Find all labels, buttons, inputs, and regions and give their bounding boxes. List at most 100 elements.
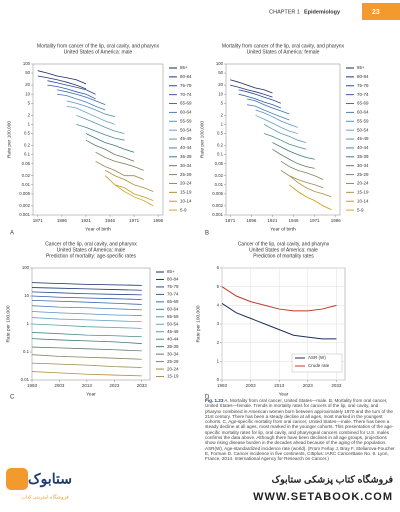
series-line — [66, 105, 115, 125]
y-tick-label: 0.1 — [24, 152, 31, 157]
legend-label: 30-34 — [357, 163, 369, 168]
x-tick-label: 1996 — [331, 218, 342, 223]
series-line — [263, 124, 307, 143]
legend-label: 60-64 — [357, 110, 369, 115]
chart-title: United States of America: female — [247, 49, 320, 55]
series-line — [297, 191, 332, 211]
legend-label: 85+ — [180, 65, 188, 70]
series-line — [289, 175, 332, 198]
x-tick-label: 1896 — [57, 218, 68, 223]
chart-title: Cancer of the lip, oral cavity, and phar… — [45, 241, 137, 247]
logo: ستابوک — [28, 471, 72, 488]
series-line — [280, 160, 324, 180]
series-line — [230, 79, 273, 94]
y-tick-label: 0.05 — [22, 161, 31, 166]
chart-title: Cancer of the lip, oral cavity, and phar… — [238, 241, 330, 247]
series-line — [272, 148, 315, 169]
y-tick-label: 0.1 — [217, 152, 224, 157]
x-tick-label: 1871 — [225, 218, 236, 223]
chart-title: Mortality from cancer of the lip, oral c… — [37, 43, 160, 49]
legend-label: 15-19 — [357, 190, 369, 195]
legend-label: 5-9 — [180, 207, 187, 212]
y-tick-label: 100 — [216, 61, 224, 66]
series-line — [247, 104, 290, 121]
series-line — [31, 317, 142, 323]
legend-label: 75-79 — [167, 284, 179, 289]
y-tick-label: 5 — [217, 284, 220, 289]
series-line — [31, 362, 142, 368]
y-tick-label: 1 — [217, 358, 220, 363]
y-tick-label: 0.01 — [21, 377, 30, 382]
legend-label: 10-14 — [180, 198, 192, 203]
legend-label: 20-24 — [167, 366, 179, 371]
legend-label: 50-54 — [357, 127, 369, 132]
plot-frame — [32, 63, 164, 216]
y-tick-label: 2 — [221, 112, 224, 117]
panel-label: C — [10, 395, 15, 401]
legend-label: 15-19 — [180, 190, 192, 195]
series-line — [221, 286, 337, 312]
y-tick-label: 50 — [218, 70, 223, 75]
series-line — [247, 98, 290, 115]
legend-label: 65-69 — [357, 101, 369, 106]
y-tick-label: 1 — [221, 122, 224, 127]
y-tick-label: 1 — [28, 122, 31, 127]
page-number: 23 — [372, 9, 380, 16]
y-tick-label: 5 — [28, 100, 31, 105]
series-line — [31, 299, 142, 305]
y-tick-label: 0.01 — [22, 182, 31, 187]
legend-label: Crude rate — [308, 363, 330, 368]
y-tick-label: 50 — [25, 70, 30, 75]
series-line — [47, 80, 96, 95]
series-line — [280, 170, 324, 189]
x-tick-label: 1971 — [129, 218, 140, 223]
plot-frame — [225, 63, 341, 216]
series-line — [31, 346, 142, 352]
panel-label: D — [205, 395, 210, 401]
y-tick-label: 0.001 — [212, 212, 223, 217]
y-tick-label: 0.5 — [24, 131, 31, 136]
legend-label: 55-59 — [357, 118, 369, 123]
series-line — [31, 332, 142, 338]
chart-title: Prediction of mortality rates — [253, 253, 314, 259]
legend-label: 5-9 — [357, 207, 364, 212]
y-tick-label: 100 — [23, 61, 31, 66]
series-line — [31, 282, 142, 286]
x-tick-label: 2033 — [137, 383, 148, 388]
y-axis-label: Rate per 100,000 — [195, 305, 201, 342]
series-line — [31, 287, 142, 291]
legend-label: 25-29 — [357, 172, 369, 177]
legend-label: 75-79 — [180, 83, 192, 88]
series-line — [76, 114, 125, 134]
legend-label: 65-69 — [167, 299, 179, 304]
legend-label: 70-74 — [180, 92, 192, 97]
series-line — [230, 84, 273, 98]
legend-label: 55-59 — [167, 314, 179, 319]
x-tick-label: 2023 — [109, 383, 120, 388]
legend-label: 35-39 — [357, 154, 369, 159]
legend-label: ASR (W) — [308, 355, 326, 360]
series-line — [66, 100, 115, 118]
y-tick-label: 0.02 — [215, 173, 224, 178]
legend-label: 45-49 — [167, 329, 179, 334]
logo-subtitle: فروشگاه اینترنتی کتاب — [21, 493, 69, 500]
series-line — [238, 93, 282, 109]
x-tick-label: 1921 — [81, 218, 92, 223]
legend-label: 70-74 — [357, 92, 369, 97]
x-tick-label: 2003 — [54, 383, 65, 388]
y-tick-label: 20 — [218, 82, 223, 87]
legend-label: 50-54 — [167, 321, 179, 326]
y-tick-label: 0.02 — [22, 173, 31, 178]
chart-title: Mortality from cancer of the lip, oral c… — [222, 43, 345, 49]
legend-label: 85+ — [357, 65, 365, 70]
legend-label: 40-44 — [167, 336, 179, 341]
legend-label: 80-84 — [180, 74, 192, 79]
y-tick-label: 100 — [22, 265, 30, 270]
series-line — [37, 75, 87, 90]
y-tick-label: 10 — [25, 91, 30, 96]
series-line — [47, 84, 96, 100]
series-line — [57, 93, 106, 111]
store-name: فروشگاه کتاب پزشکی ستابوک — [272, 473, 394, 486]
series-line — [114, 184, 154, 207]
